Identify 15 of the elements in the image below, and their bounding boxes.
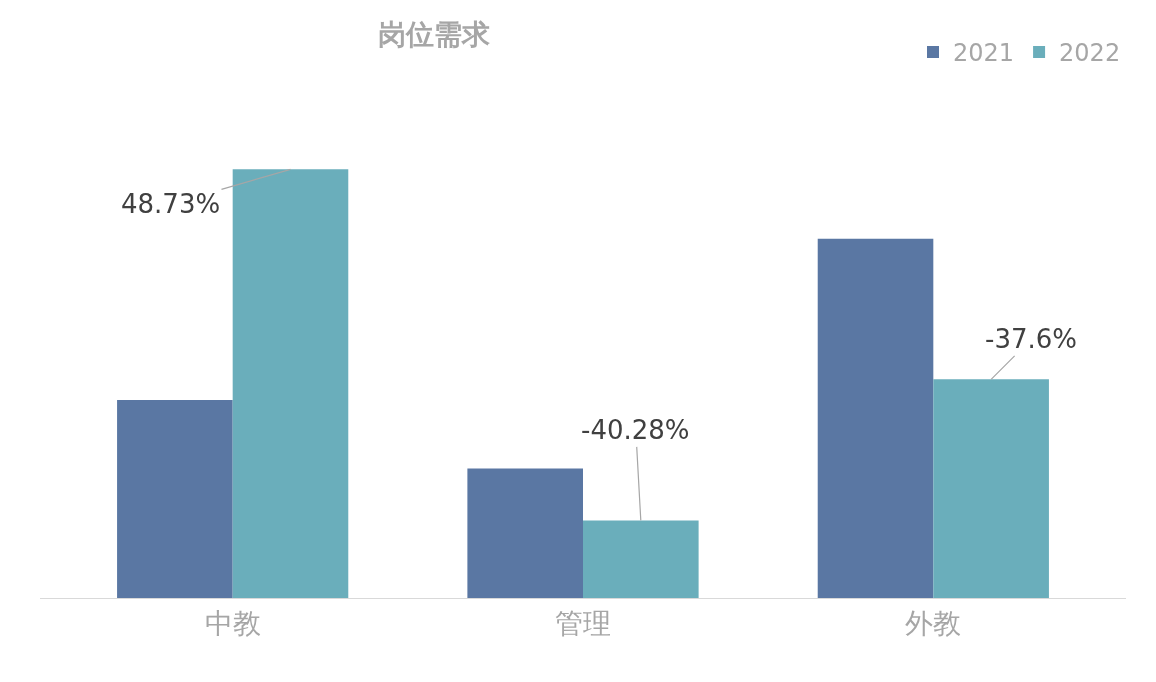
bar bbox=[232, 169, 349, 598]
annotation: -40.28% bbox=[581, 415, 690, 445]
legend-label: 2022 bbox=[1059, 39, 1121, 68]
bar bbox=[933, 379, 1049, 598]
bar bbox=[117, 399, 233, 598]
x-tick-label: 外教 bbox=[905, 606, 962, 640]
annotation: 48.73% bbox=[121, 189, 221, 219]
annotation: -37.6% bbox=[985, 324, 1077, 354]
bar bbox=[817, 238, 934, 598]
bar bbox=[467, 468, 583, 598]
chart-title: 岗位需求 bbox=[377, 17, 490, 51]
x-tick-label: 管理 bbox=[555, 606, 611, 640]
bar bbox=[583, 520, 699, 598]
legend-label: 2021 bbox=[953, 39, 1015, 68]
x-tick-label: 中教 bbox=[204, 606, 261, 640]
